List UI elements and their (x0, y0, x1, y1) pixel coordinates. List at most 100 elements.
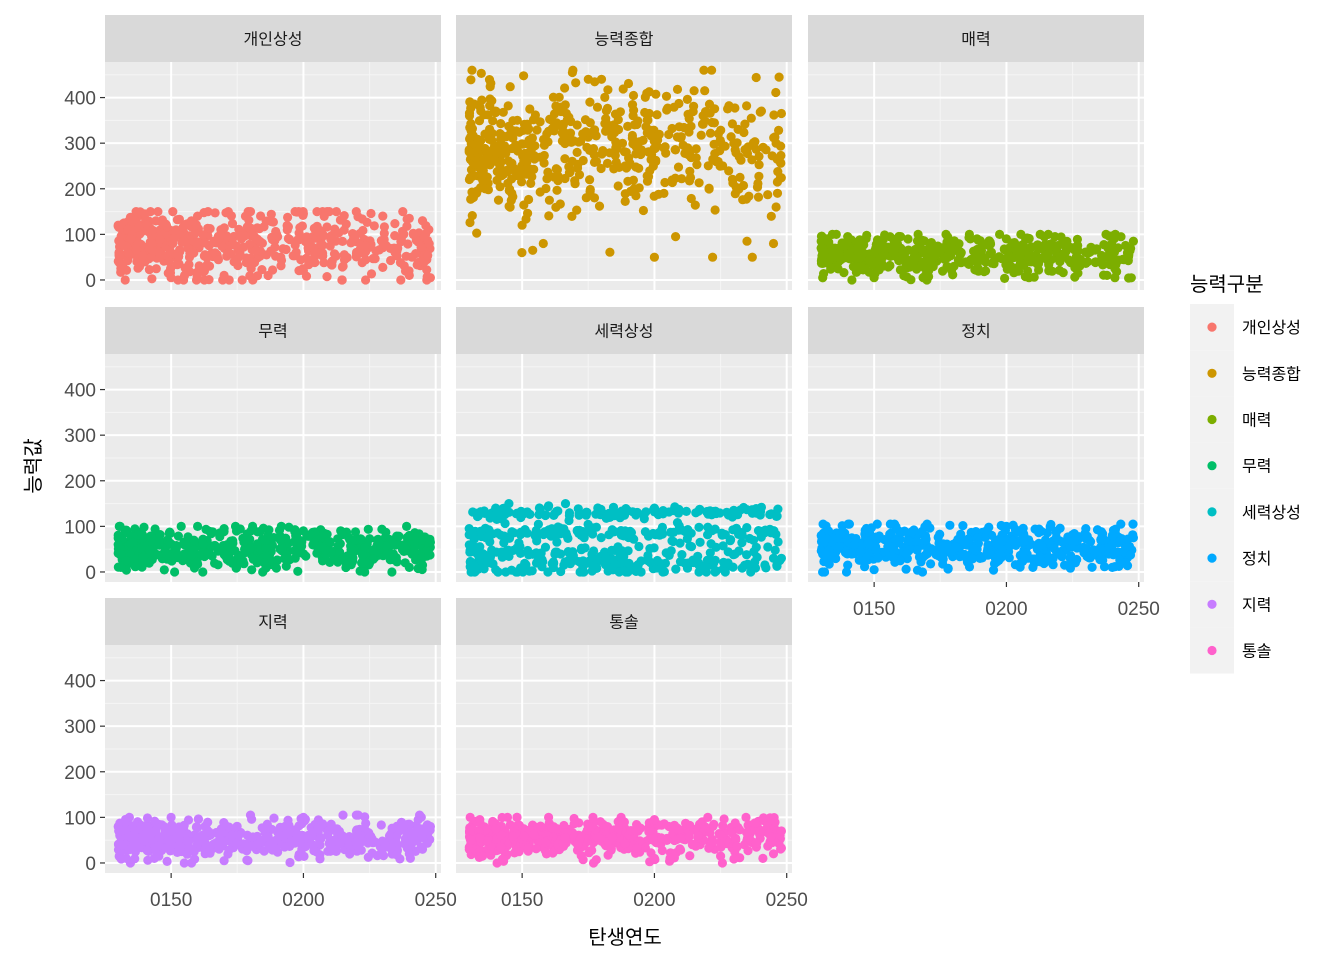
data-point (717, 858, 728, 868)
data-point (276, 261, 286, 271)
y-tick-label: 200 (64, 180, 96, 201)
data-point (262, 823, 272, 833)
data-point (392, 850, 402, 860)
data-point (636, 149, 646, 160)
data-point (464, 174, 474, 185)
data-point (772, 188, 783, 198)
data-point (613, 181, 623, 191)
data-point (544, 812, 554, 823)
data-point (404, 562, 414, 573)
y-tick-label: 0 (85, 563, 96, 584)
data-point (252, 271, 263, 281)
data-point (1041, 250, 1052, 260)
data-point (727, 174, 738, 184)
data-point (596, 533, 606, 543)
data-point (514, 538, 524, 548)
data-point (155, 235, 165, 245)
data-point (751, 838, 761, 848)
data-point (142, 846, 152, 856)
data-point (472, 186, 482, 196)
data-point (472, 159, 482, 169)
data-point (1037, 540, 1047, 551)
data-point (568, 547, 578, 557)
data-point (594, 201, 605, 211)
data-point (384, 831, 395, 841)
data-point (1128, 533, 1138, 543)
data-point (560, 154, 570, 164)
data-point (1002, 264, 1012, 274)
data-point (768, 238, 779, 249)
data-point (729, 505, 739, 515)
x-tick-label: 0150 (501, 890, 543, 911)
data-point (742, 827, 752, 838)
data-point (576, 543, 587, 553)
data-point (378, 262, 388, 272)
data-point (739, 127, 749, 138)
data-point (750, 818, 760, 828)
data-point (907, 527, 917, 537)
data-point (592, 554, 602, 564)
data-points (464, 65, 787, 262)
data-point (1055, 257, 1065, 267)
data-point (1080, 247, 1091, 257)
data-point (231, 839, 241, 849)
data-point (754, 160, 764, 170)
data-point (529, 154, 540, 164)
y-tick-label: 400 (64, 672, 96, 693)
data-point (465, 123, 475, 133)
data-point (878, 243, 888, 253)
data-point (517, 248, 527, 258)
data-point (661, 91, 672, 101)
data-point (649, 853, 660, 864)
data-point (145, 545, 155, 555)
data-point (210, 248, 220, 258)
data-point (357, 550, 368, 560)
data-point (922, 273, 932, 283)
data-point (517, 565, 527, 575)
data-point (1060, 560, 1070, 570)
data-point (214, 844, 224, 854)
data-point (174, 214, 184, 224)
data-point (502, 131, 512, 142)
data-point (147, 245, 157, 255)
data-point (843, 232, 853, 242)
data-point (589, 157, 600, 167)
data-point (219, 818, 229, 828)
data-point (945, 520, 955, 530)
data-point (634, 183, 644, 193)
data-point (540, 135, 550, 145)
data-point (523, 208, 533, 218)
data-point (903, 536, 913, 546)
data-point (718, 541, 728, 551)
data-point (486, 850, 496, 860)
data-point (573, 840, 583, 850)
x-tick-label: 0250 (766, 890, 808, 911)
data-point (975, 553, 985, 564)
data-point (499, 531, 509, 541)
data-point (469, 542, 480, 552)
data-point (997, 536, 1007, 546)
data-point (747, 155, 757, 165)
data-point (318, 528, 329, 539)
data-point (386, 255, 396, 266)
data-point (703, 161, 713, 171)
data-point (115, 250, 125, 260)
data-point (732, 841, 742, 851)
data-point (1084, 553, 1094, 563)
data-point (467, 530, 477, 541)
data-point (664, 550, 674, 561)
data-point (729, 138, 739, 148)
data-point (969, 544, 979, 554)
data-point (401, 251, 411, 261)
data-point (591, 522, 602, 532)
data-point (223, 207, 233, 217)
data-point (466, 835, 476, 845)
data-point (1102, 270, 1112, 280)
data-point (658, 567, 668, 577)
data-point (293, 548, 303, 558)
data-point (1107, 540, 1117, 550)
data-point (1051, 526, 1062, 536)
data-point (558, 120, 569, 130)
data-point (1124, 541, 1135, 552)
data-point (753, 192, 764, 202)
